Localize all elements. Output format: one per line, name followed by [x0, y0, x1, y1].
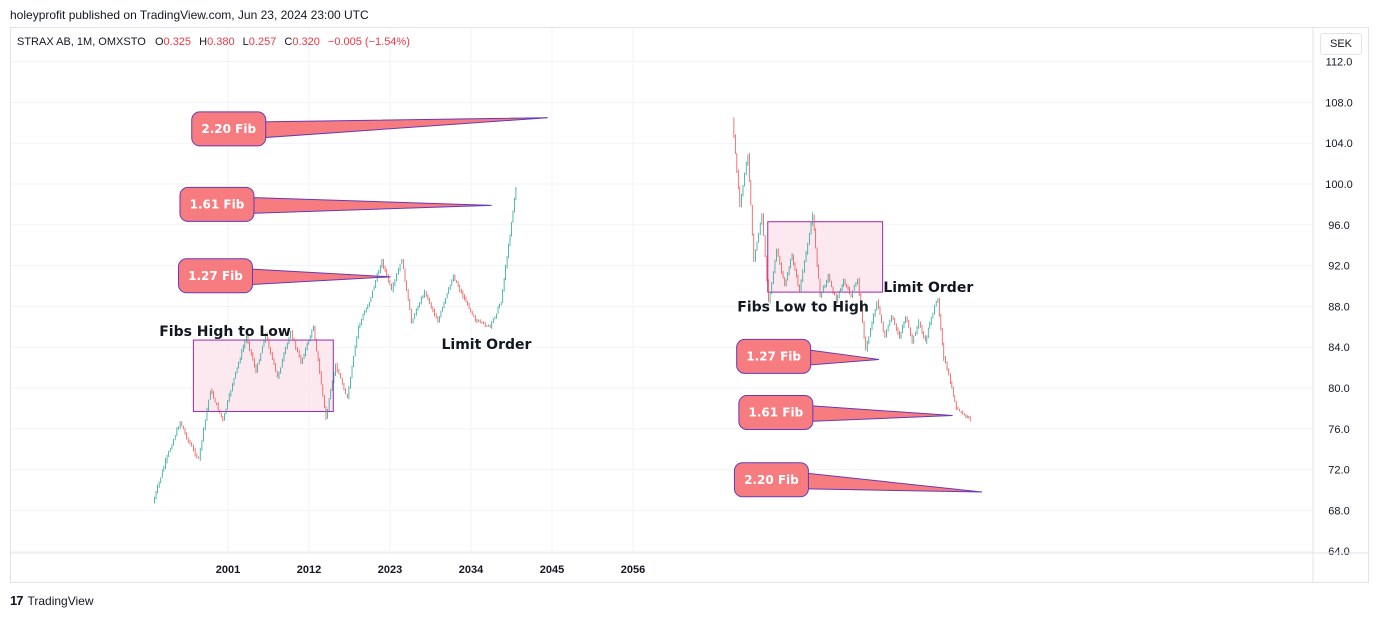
fib-joint: [800, 473, 807, 488]
high-label: H: [199, 36, 208, 48]
fib-callouts: 2.20 Fib 1.61 Fib 1.27 Fib 1.27 Fib 1.61 Fib…: [177, 111, 983, 498]
low-label: L: [242, 36, 249, 48]
publish-header: holeyprofit published on TradingView.com…: [10, 8, 369, 22]
fib-label-box: [191, 111, 267, 147]
footer-logo[interactable]: 17 TradingView: [10, 593, 94, 608]
fib-pointer: [259, 117, 548, 139]
fib-pointer: [804, 348, 880, 366]
y-tick-label: 108.0: [1325, 97, 1353, 109]
fib-callout: 1.27 Fib: [736, 338, 880, 374]
fib-pointer: [801, 472, 983, 493]
x-tick-label: 2034: [459, 564, 484, 576]
fib-label-box: [736, 338, 812, 374]
annotation-label: Limit Order: [442, 337, 532, 353]
chart-annotations: Fibs High to Low Limit Order Fibs Low to H…: [159, 280, 973, 353]
open-label: O: [154, 36, 164, 48]
fib-label-box: [179, 186, 255, 222]
low-value: 0.257: [248, 36, 277, 48]
y-tick-label: 112.0: [1326, 57, 1353, 69]
fib-joint: [257, 122, 264, 137]
range-boxes: [192, 221, 884, 412]
fib-joint: [804, 406, 811, 421]
fib-label: 1.27 Fib: [746, 349, 801, 363]
close-value: 0.320: [292, 36, 320, 48]
fib-pointer: [806, 404, 953, 423]
fib-label: 1.61 Fib: [190, 197, 245, 211]
x-tick-label: 2045: [540, 564, 564, 576]
fib-joint: [802, 350, 809, 365]
fib-callout: 2.20 Fib: [733, 462, 983, 498]
currency-button[interactable]: SEK: [1320, 33, 1362, 55]
y-tick-label: 100.0: [1325, 179, 1353, 191]
fib-label: 2.20 Fib: [201, 122, 256, 136]
x-tick-label: 2056: [621, 564, 645, 576]
fib-label-box: [177, 258, 253, 294]
open-value: 0.325: [163, 36, 192, 48]
annotation-label: Fibs Low to High: [737, 299, 869, 315]
y-tick-label: 76.0: [1328, 424, 1349, 436]
fib-callout: 2.20 Fib: [191, 111, 548, 147]
fib-pointer: [247, 196, 492, 214]
y-tick-label: 64.0: [1328, 546, 1349, 558]
y-tick-label: 104.0: [1325, 138, 1353, 150]
candles: [154, 117, 971, 504]
symbol-legend: STRAX AB, 1M, OMXSTO O0.325 H0.380 L0.25…: [17, 36, 415, 48]
x-tick-label: 2001: [216, 564, 240, 576]
symbol-name[interactable]: STRAX AB, 1M, OMXSTO: [17, 36, 146, 48]
fib-callout: 1.61 Fib: [179, 186, 492, 222]
x-tick-label: 2023: [378, 564, 402, 576]
brand-name: TradingView: [27, 593, 94, 608]
fib-joint: [244, 269, 251, 284]
fib-callout: 1.61 Fib: [738, 394, 953, 430]
annotation-label: Limit Order: [883, 280, 973, 296]
fib-joint: [245, 198, 252, 213]
high-value: 0.380: [207, 36, 235, 48]
y-tick-label: 72.0: [1328, 465, 1349, 477]
change-value: −0.005 (−1.54%): [327, 36, 410, 48]
range-box: [767, 221, 884, 293]
y-tick-label: 92.0: [1328, 261, 1349, 273]
y-tick-label: 80.0: [1328, 383, 1349, 395]
fib-pointer: [245, 268, 391, 286]
y-tick-label: 88.0: [1328, 301, 1349, 313]
tradingview-logo-icon: 17: [10, 593, 24, 608]
fib-label: 1.27 Fib: [188, 269, 243, 283]
y-tick-label: 68.0: [1328, 505, 1349, 517]
fib-label-box: [738, 394, 814, 430]
y-tick-label: 84.0: [1328, 342, 1349, 354]
annotation-label: Fibs High to Low: [159, 324, 291, 340]
fib-callout: 1.27 Fib: [177, 258, 391, 294]
fib-label: 1.61 Fib: [749, 405, 804, 419]
close-label: C: [284, 36, 293, 48]
axes: 64.0 68.0 72.0 76.0 80.0 84.0 88.0 92.0 96.0 100.…: [11, 28, 1368, 582]
range-box: [192, 339, 334, 412]
x-tick-label: 2012: [297, 564, 321, 576]
fib-label: 2.20 Fib: [744, 473, 799, 487]
y-tick-label: 96.0: [1328, 220, 1349, 232]
fib-label-box: [733, 462, 809, 498]
